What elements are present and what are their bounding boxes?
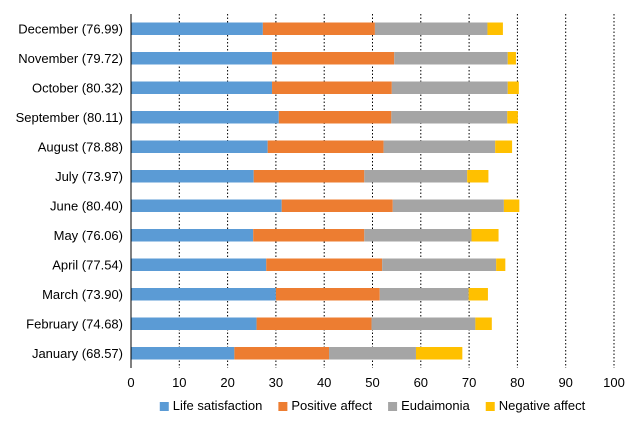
bar-negative-affect-6 — [503, 199, 520, 212]
bar-negative-affect-1 — [507, 52, 516, 65]
category-label-8: April (77.54) — [52, 257, 123, 272]
bar-positive-affect-1 — [272, 52, 395, 65]
bar-negative-affect-3 — [507, 111, 518, 124]
x-tick-label-60: 60 — [414, 375, 428, 390]
bar-positive-affect-8 — [266, 258, 383, 271]
bar-negative-affect-10 — [475, 317, 492, 330]
legend-item-0: Life satisfaction — [159, 398, 263, 413]
bar-negative-affect-0 — [487, 22, 503, 35]
legend-item-3: Negative affect — [485, 398, 586, 413]
category-labels: December (76.99) November (79.72) October … — [16, 21, 123, 361]
legend-label-0: Life satisfaction — [173, 398, 263, 413]
category-label-3: September (80.11) — [16, 110, 123, 125]
bar-life-satisfaction-1 — [131, 52, 273, 65]
x-tick-label-50: 50 — [365, 375, 379, 390]
legend-swatch-3 — [485, 402, 495, 411]
x-tick-label-80: 80 — [510, 375, 524, 390]
bar-life-satisfaction-11 — [131, 347, 235, 360]
bar-eudaimonia-3 — [391, 111, 508, 124]
category-label-1: November (79.72) — [18, 51, 123, 66]
bar-eudaimonia-8 — [382, 258, 497, 271]
bar-life-satisfaction-9 — [131, 288, 276, 301]
gridlines — [178, 14, 615, 368]
bars — [131, 22, 520, 360]
category-label-2: October (80.32) — [32, 80, 123, 95]
bar-eudaimonia-1 — [394, 52, 508, 65]
bar-eudaimonia-0 — [374, 22, 488, 35]
x-tick-label-70: 70 — [462, 375, 476, 390]
legend-label-1: Positive affect — [291, 398, 372, 413]
bar-positive-affect-6 — [281, 199, 393, 212]
category-label-7: May (76.06) — [54, 228, 123, 243]
x-tick-label-0: 0 — [127, 375, 134, 390]
x-tick-label-90: 90 — [558, 375, 572, 390]
x-tick-label-100: 100 — [603, 375, 625, 390]
legend-label-2: Eudaimonia — [401, 398, 470, 413]
bar-negative-affect-9 — [468, 288, 488, 301]
bar-eudaimonia-9 — [379, 288, 469, 301]
bar-negative-affect-7 — [471, 229, 499, 242]
legend-swatch-0 — [159, 402, 169, 411]
bar-negative-affect-8 — [496, 258, 506, 271]
legend-swatch-2 — [388, 402, 398, 411]
category-label-11: January (68.57) — [32, 346, 123, 361]
category-label-6: June (80.40) — [50, 198, 123, 213]
bar-life-satisfaction-10 — [131, 317, 257, 330]
bar-life-satisfaction-7 — [131, 229, 254, 242]
category-label-5: July (73.97) — [55, 169, 123, 184]
bar-eudaimonia-2 — [391, 81, 508, 94]
bar-eudaimonia-7 — [364, 229, 472, 242]
x-tick-label-20: 20 — [220, 375, 234, 390]
bar-life-satisfaction-5 — [131, 170, 254, 183]
bar-eudaimonia-10 — [371, 317, 476, 330]
legend-item-2: Eudaimonia — [388, 398, 471, 413]
x-tick-label-40: 40 — [317, 375, 331, 390]
x-tick-label-10: 10 — [172, 375, 186, 390]
bar-positive-affect-4 — [267, 140, 384, 153]
x-tick-labels: 0 10 20 30 40 50 60 70 80 90 100 — [127, 375, 624, 390]
bar-life-satisfaction-3 — [131, 111, 279, 124]
bar-eudaimonia-6 — [392, 199, 504, 212]
bar-positive-affect-9 — [275, 288, 380, 301]
legend-item-1: Positive affect — [278, 398, 372, 413]
bar-positive-affect-3 — [278, 111, 392, 124]
bar-life-satisfaction-8 — [131, 258, 267, 271]
legend: Life satisfaction Positive affect Eudaimon… — [159, 398, 586, 413]
bar-positive-affect-11 — [234, 347, 330, 360]
category-label-0: December (76.99) — [18, 21, 123, 36]
bar-positive-affect-5 — [253, 170, 365, 183]
category-label-10: February (74.68) — [26, 316, 123, 331]
bar-positive-affect-10 — [256, 317, 372, 330]
bar-positive-affect-7 — [253, 229, 365, 242]
category-label-4: August (78.88) — [38, 139, 123, 154]
bar-life-satisfaction-2 — [131, 81, 273, 94]
legend-swatch-1 — [278, 402, 288, 411]
legend-label-3: Negative affect — [499, 398, 586, 413]
x-tick-label-30: 30 — [269, 375, 283, 390]
bar-positive-affect-0 — [262, 22, 375, 35]
bar-life-satisfaction-4 — [131, 140, 268, 153]
bar-life-satisfaction-0 — [131, 22, 263, 35]
bar-eudaimonia-4 — [383, 140, 496, 153]
bar-negative-affect-2 — [507, 81, 519, 94]
bar-eudaimonia-11 — [329, 347, 416, 360]
bar-life-satisfaction-6 — [131, 199, 282, 212]
bar-eudaimonia-5 — [364, 170, 468, 183]
bar-negative-affect-11 — [415, 347, 463, 360]
bar-negative-affect-4 — [495, 140, 513, 153]
category-label-9: March (73.90) — [42, 287, 123, 302]
bar-negative-affect-5 — [467, 170, 489, 183]
bar-positive-affect-2 — [272, 81, 392, 94]
